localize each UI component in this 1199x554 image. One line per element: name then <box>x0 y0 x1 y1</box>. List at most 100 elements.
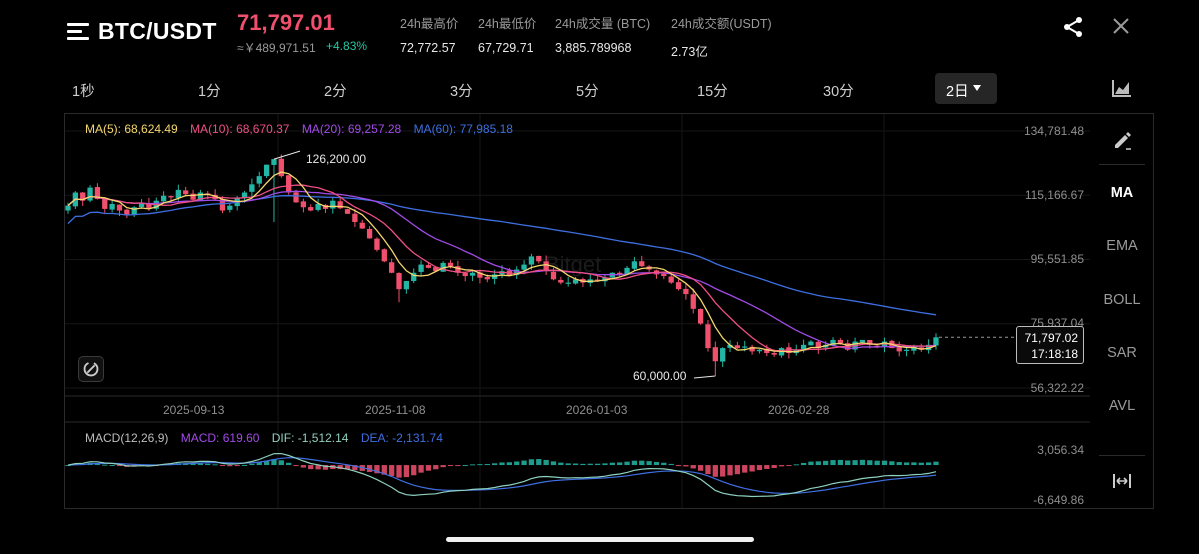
macd-histogram-bar <box>308 465 314 470</box>
indicator-avl[interactable]: AVL <box>1108 398 1136 414</box>
interval-tab[interactable]: 1分 <box>198 84 221 100</box>
candle-body <box>374 238 380 250</box>
reset-view-icon[interactable] <box>78 356 104 382</box>
draw-pen-icon[interactable] <box>1111 129 1133 151</box>
chart-type-icon[interactable] <box>1111 78 1133 98</box>
macd-histogram-bar <box>720 465 726 477</box>
macd-histogram-bar <box>205 463 211 466</box>
indicator-sar[interactable]: SAR <box>1107 345 1137 361</box>
macd-histogram-bar <box>550 461 557 466</box>
stat-24h-high: 24h最高价 72,772.57 <box>400 13 458 55</box>
macd-histogram-bar <box>256 462 262 466</box>
macd-histogram-bar <box>808 461 814 466</box>
macd-histogram-bar <box>469 464 476 466</box>
panel-divider <box>1099 455 1145 456</box>
candle-body <box>484 276 490 280</box>
macd-histogram-bar <box>756 465 763 471</box>
ma10-line <box>67 184 937 352</box>
candle-body <box>617 272 623 275</box>
macd-histogram-bar <box>344 465 351 470</box>
stat-label: 24h成交量 (BTC) <box>555 17 651 31</box>
candle-body <box>565 282 571 284</box>
macd-histogram-bar <box>499 462 505 466</box>
macd-histogram-bar <box>477 464 483 466</box>
macd-histogram-bar <box>278 460 284 466</box>
candle-body <box>683 288 689 295</box>
candle-body <box>315 203 321 210</box>
candle-body <box>528 256 535 265</box>
dif-line <box>67 452 937 498</box>
macd-histogram-bar <box>874 460 880 466</box>
last-price-tag: 71,797.02 17:18:18 <box>1016 326 1084 364</box>
macd-histogram-bar <box>241 464 248 466</box>
macd-histogram-bar <box>602 463 608 466</box>
candle-body <box>536 255 542 262</box>
interval-tab[interactable]: 15分 <box>697 84 728 100</box>
macd-histogram-bar <box>389 465 395 476</box>
chevron-down-icon <box>973 85 981 91</box>
home-indicator <box>446 537 754 542</box>
ma60-value: MA(60): 77,985.18 <box>413 122 513 136</box>
x-tick: 2025-09-13 <box>163 403 225 417</box>
candle-body <box>425 265 432 268</box>
macd-histogram-bar <box>572 463 579 466</box>
macd-histogram-bar <box>712 465 718 477</box>
candle-body <box>175 189 181 198</box>
y-tick: 95,551.85 <box>1030 252 1084 266</box>
interval-tab[interactable]: 2分 <box>324 84 347 100</box>
macd-histogram-bar <box>94 463 101 466</box>
ma5-line <box>67 171 937 353</box>
share-icon[interactable] <box>1062 16 1084 38</box>
macd-histogram-bar <box>867 460 873 466</box>
interval-tab[interactable]: 1秒 <box>72 84 95 100</box>
close-icon[interactable] <box>1111 16 1131 36</box>
macd-histogram-bar <box>249 463 255 466</box>
candle-body <box>756 349 763 352</box>
interval-tab[interactable]: 3分 <box>450 84 473 100</box>
high-annotation: 126,200.00 <box>306 152 367 166</box>
indicator-boll[interactable]: BOLL <box>1103 292 1141 308</box>
candle-body <box>734 345 741 349</box>
macd-histogram-bar <box>565 463 571 466</box>
indicator-ema[interactable]: EMA <box>1106 238 1138 254</box>
macd-histogram-bar <box>727 465 733 476</box>
trading-pair[interactable]: BTC/USDT <box>98 18 217 44</box>
macd-histogram-bar <box>793 464 799 466</box>
interval-tab[interactable]: 5分 <box>576 84 599 100</box>
candle-body <box>830 339 836 346</box>
candle-body <box>491 274 498 279</box>
macd-histogram-bar <box>823 460 829 466</box>
candle-body <box>138 203 145 208</box>
macd-histogram-bar <box>653 461 660 466</box>
candle-body <box>521 264 527 270</box>
macd-histogram-bar <box>690 465 696 469</box>
menu-icon[interactable] <box>67 23 89 41</box>
candle-body <box>124 209 130 216</box>
candle-body <box>477 272 483 278</box>
candle-body <box>697 308 704 324</box>
macd-legend: MACD(12,26,9) MACD: 619.60 DIF: -1,512.1… <box>85 431 452 445</box>
macd-histogram-bar <box>521 460 527 466</box>
macd-y-tick: -6,649.86 <box>1033 493 1084 507</box>
macd-histogram-bar <box>594 463 601 466</box>
interval-tab[interactable]: 30分 <box>823 84 854 100</box>
candle-body <box>219 199 226 211</box>
macd-histogram-bar <box>609 462 615 466</box>
ma-legend: MA(5): 68,624.49 MA(10): 68,670.37 MA(20… <box>85 122 522 136</box>
fit-screen-icon[interactable] <box>1111 471 1133 491</box>
candle-body <box>278 158 284 177</box>
macd-histogram-bar <box>697 465 704 471</box>
macd-histogram-bar <box>852 460 858 466</box>
interval-dropdown[interactable]: 2日 <box>935 73 997 104</box>
indicator-ma[interactable]: MA <box>1110 185 1134 201</box>
stat-label: 24h最低价 <box>478 17 537 31</box>
macd-histogram-bar <box>668 463 674 466</box>
x-tick: 2025-11-08 <box>365 403 426 417</box>
macd-histogram-bar <box>881 460 888 466</box>
macd-histogram-bar <box>661 462 667 466</box>
macd-histogram-bar <box>580 463 586 466</box>
candle-body <box>925 344 932 351</box>
candle-body <box>462 272 468 277</box>
candle-body <box>381 249 387 262</box>
